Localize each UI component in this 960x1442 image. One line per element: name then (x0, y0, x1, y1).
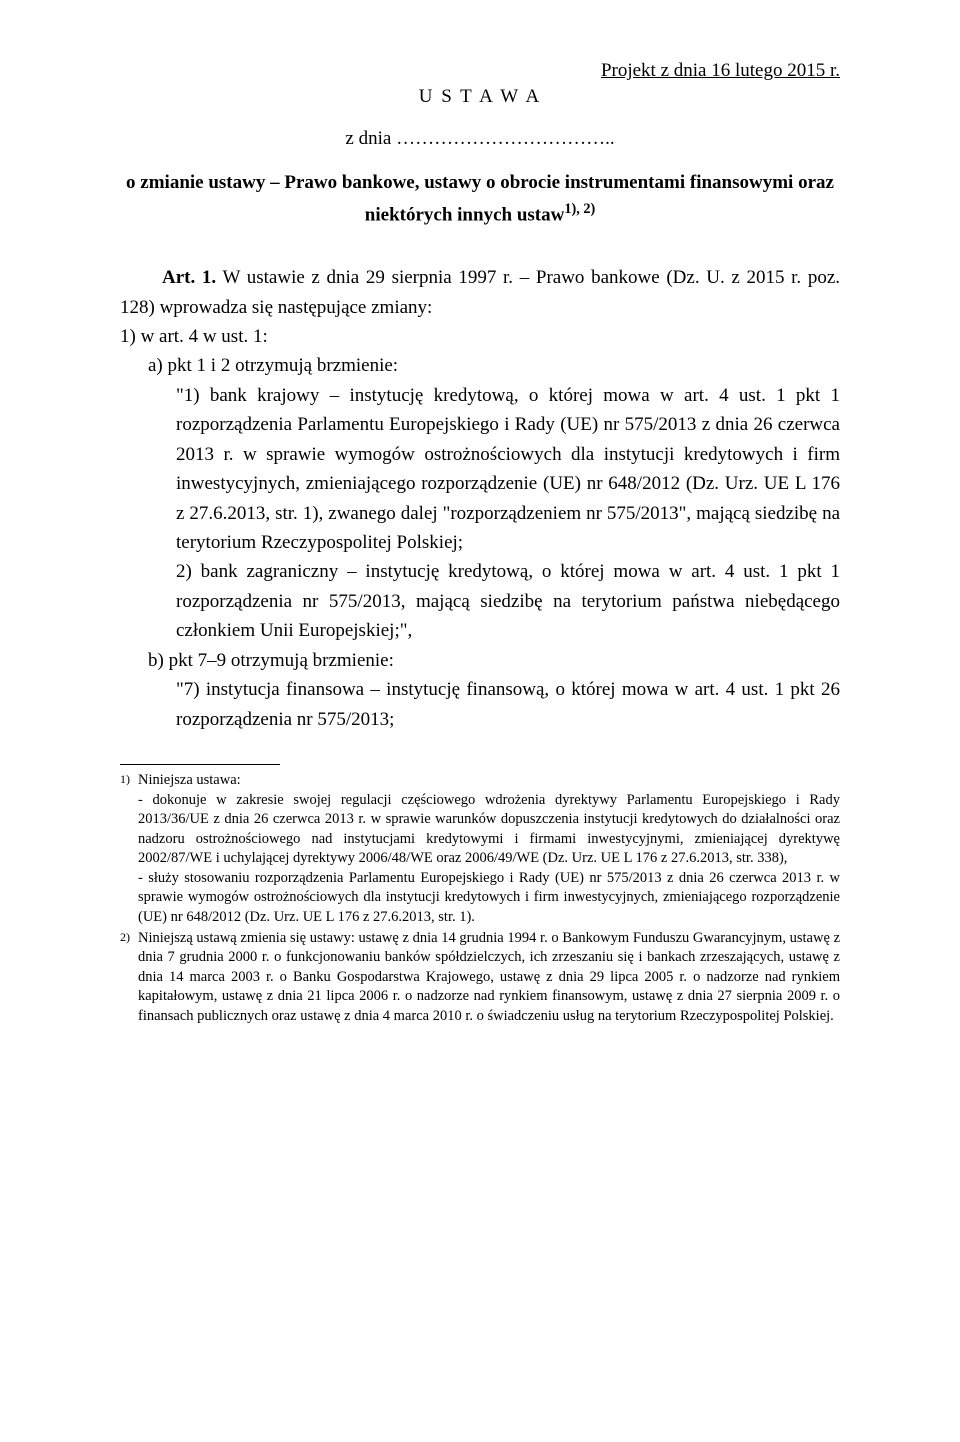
law-title: o zmianie ustawy – Prawo bankowe, ustawy… (120, 168, 840, 231)
art1-text: W ustawie z dnia 29 sierpnia 1997 r. – P… (120, 267, 840, 317)
title-line-2: niektórych innych ustaw (365, 205, 565, 226)
subpoint-b-intro: b) pkt 7–9 otrzymują brzmienie: (120, 646, 840, 675)
footnote-1-marker: 1) (120, 771, 138, 928)
footnote-1: 1) Niniejsza ustawa: - dokonuje w zakres… (120, 771, 840, 928)
point-1: 1) w art. 4 w ust. 1: (120, 322, 840, 351)
subpoint-b-7: "7) instytucja finansowa – instytucję fi… (120, 675, 840, 734)
art1-intro: Art. 1. W ustawie z dnia 29 sierpnia 199… (120, 263, 840, 322)
footnote-2: 2) Niniejszą ustawą zmienia się ustawy: … (120, 929, 840, 1027)
footnote-1-intro: Niniejsza ustawa: (138, 772, 241, 788)
subpoint-a-1: "1) bank krajowy – instytucję kredytową,… (120, 381, 840, 558)
footnote-separator (120, 764, 280, 765)
art1-label: Art. 1. (162, 267, 216, 288)
footnotes: 1) Niniejsza ustawa: - dokonuje w zakres… (120, 771, 840, 1026)
title-sup: 1), 2) (564, 201, 595, 217)
ustawa-heading: U S T A W A (120, 86, 840, 108)
title-line-1: o zmianie ustawy – Prawo bankowe, ustawy… (126, 172, 834, 193)
footnote-2-marker: 2) (120, 929, 138, 1027)
footnote-1-b: - służy stosowaniu rozporządzenia Parlam… (138, 870, 840, 925)
footnote-1-a: - dokonuje w zakresie swojej regulacji c… (138, 792, 840, 867)
zdnia-line: z dnia …………………………….. (120, 128, 840, 150)
subpoint-a-intro: a) pkt 1 i 2 otrzymują brzmienie: (120, 351, 840, 380)
footnote-1-text: Niniejsza ustawa: - dokonuje w zakresie … (138, 771, 840, 928)
subpoint-a-2: 2) bank zagraniczny – instytucję kredyto… (120, 557, 840, 645)
project-date: Projekt z dnia 16 lutego 2015 r. (120, 60, 840, 82)
article-body: Art. 1. W ustawie z dnia 29 sierpnia 199… (120, 263, 840, 734)
footnote-2-text: Niniejszą ustawą zmienia się ustawy: ust… (138, 929, 840, 1027)
document-page: Projekt z dnia 16 lutego 2015 r. U S T A… (0, 0, 960, 1442)
